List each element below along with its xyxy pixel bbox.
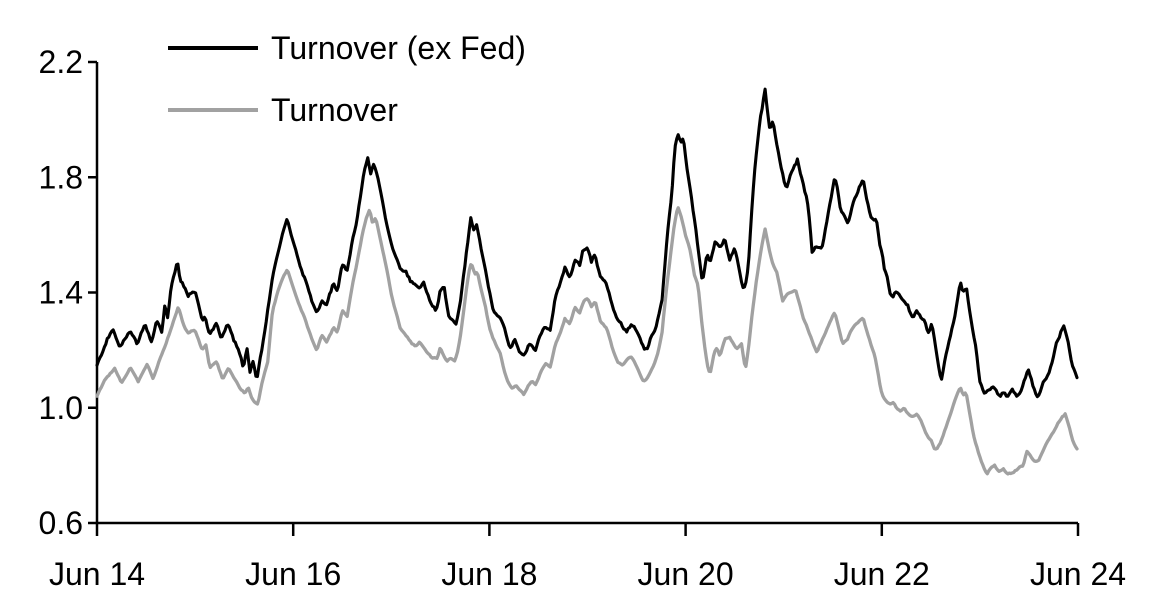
x-tick-label: Jun 24 (1030, 556, 1126, 592)
legend-item-turnover-ex-fed: Turnover (ex Fed) (168, 27, 526, 69)
x-tick-label: Jun 22 (834, 556, 930, 592)
legend-label-turnover-ex-fed: Turnover (ex Fed) (271, 30, 526, 66)
axis-lines (95, 62, 1078, 525)
legend-line-gray (168, 108, 258, 112)
series-line-turnover-ex-fed (95, 87, 1079, 399)
legend-line-black (168, 46, 258, 50)
y-tick-label: 1.4 (39, 275, 83, 311)
y-tick-label: 0.6 (39, 505, 83, 541)
legend-item-turnover: Turnover (168, 89, 526, 131)
legend-label-turnover: Turnover (271, 92, 398, 128)
legend: Turnover (ex Fed) Turnover (168, 27, 526, 131)
series-line-turnover (95, 206, 1079, 476)
x-tick-label: Jun 20 (638, 556, 734, 592)
y-tick-label: 2.2 (39, 44, 83, 80)
x-tick-label: Jun 16 (245, 556, 341, 592)
y-tick-label: 1.0 (39, 390, 83, 426)
x-tick-label: Jun 18 (441, 556, 537, 592)
y-tick-label: 1.8 (39, 159, 83, 195)
x-tick-label: Jun 14 (49, 556, 145, 592)
